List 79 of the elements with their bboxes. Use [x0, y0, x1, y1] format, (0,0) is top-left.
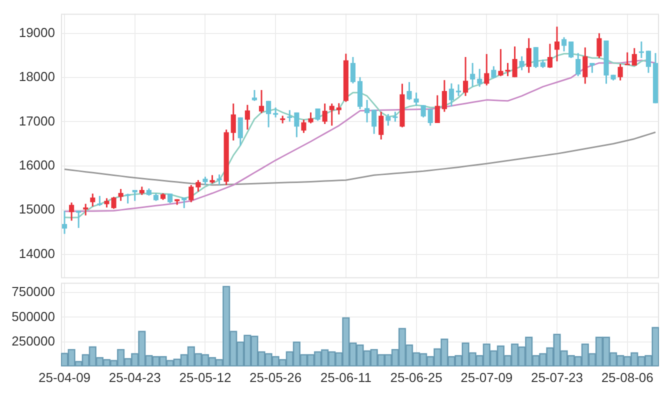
x-tick-label: 25-05-12	[179, 370, 232, 385]
candlestick	[244, 104, 250, 130]
candlestick	[519, 56, 524, 71]
candlestick	[287, 109, 292, 122]
candlestick	[266, 100, 272, 128]
candlestick	[69, 202, 74, 222]
candlestick	[428, 108, 433, 126]
y-tick-label: 250000	[12, 333, 55, 348]
candlestick	[308, 112, 314, 124]
y-tick-label: 15000	[18, 202, 55, 217]
candlestick	[182, 196, 187, 209]
y-tick-label: 17000	[18, 113, 55, 128]
candlestick	[554, 26, 560, 62]
candlestick	[484, 53, 490, 86]
candlestick	[258, 89, 264, 114]
y-tick-label: 16000	[18, 157, 55, 172]
candlestick	[97, 195, 102, 207]
candlestick	[238, 116, 243, 146]
candlestick	[230, 102, 236, 142]
candlestick	[336, 102, 342, 116]
candlestick	[568, 40, 574, 59]
x-tick-label: 25-07-09	[460, 370, 513, 385]
candlestick	[273, 106, 278, 118]
candlestick	[561, 36, 567, 52]
candlestick	[646, 50, 651, 74]
candlestick	[372, 109, 377, 135]
candlestick	[456, 84, 462, 97]
candlestick	[470, 62, 476, 88]
x-tick-label: 25-06-11	[320, 370, 372, 385]
candlestick	[62, 210, 68, 235]
y-tick-label: 19000	[18, 24, 55, 40]
candlestick	[533, 46, 538, 69]
x-tick-label: 25-07-23	[530, 370, 584, 385]
candlestick	[420, 104, 426, 118]
x-tick-label: 25-06-25	[390, 370, 442, 385]
candlestick	[434, 94, 440, 124]
candlestick	[329, 102, 334, 126]
candlestick	[526, 37, 532, 74]
candlestick	[442, 79, 447, 113]
candlestick	[618, 63, 623, 82]
candlestick	[364, 99, 370, 124]
candlestick	[301, 118, 306, 134]
x-tick-label: 25-08-06	[601, 370, 654, 385]
candlestick	[582, 46, 588, 84]
candlestick	[294, 112, 300, 138]
candlestick	[638, 40, 644, 59]
x-tick-label: 25-05-26	[250, 370, 302, 385]
y-tick-label: 18000	[18, 69, 55, 84]
candlestick	[498, 48, 504, 77]
candlestick	[168, 192, 173, 204]
candlestick	[477, 68, 482, 88]
y-tick-label: 500000	[12, 308, 55, 324]
x-tick-label: 25-04-23	[108, 370, 161, 385]
candlestick	[624, 52, 630, 66]
candlestick	[596, 32, 602, 59]
candlestick	[386, 113, 391, 126]
x-tick-label: 25-04-09	[38, 370, 91, 385]
candlestick	[125, 193, 130, 204]
candlestick	[547, 43, 552, 69]
candlestick	[392, 111, 398, 122]
candlestick	[90, 192, 96, 208]
candlestick	[196, 179, 201, 192]
candlestick	[76, 210, 82, 229]
candlestick	[188, 184, 194, 203]
candlestick	[632, 47, 637, 66]
y-tick-label: 750000	[12, 284, 55, 300]
candlestick	[252, 89, 258, 102]
candlestick	[491, 65, 496, 80]
candlestick	[576, 52, 581, 77]
candlestick	[350, 56, 356, 84]
candlestick	[83, 203, 88, 216]
candlestick	[118, 188, 124, 202]
candlestick	[216, 174, 222, 186]
candlestick	[322, 102, 328, 125]
y-tick-label: 14000	[18, 246, 55, 261]
candlestick	[462, 56, 468, 97]
candlestick	[448, 82, 454, 108]
candlestick	[315, 108, 320, 122]
candlestick	[378, 111, 384, 140]
